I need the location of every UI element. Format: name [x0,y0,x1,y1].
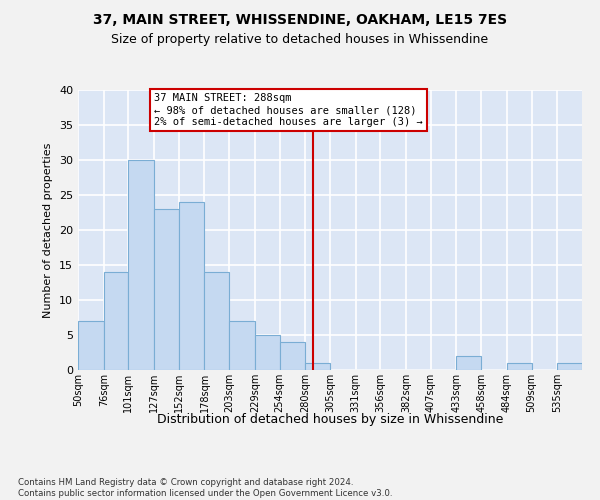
Bar [229,321,255,370]
Bar [557,363,582,370]
Bar [280,342,305,370]
Text: 37, MAIN STREET, WHISSENDINE, OAKHAM, LE15 7ES: 37, MAIN STREET, WHISSENDINE, OAKHAM, LE… [93,12,507,26]
Bar [78,321,104,370]
Text: Distribution of detached houses by size in Whissendine: Distribution of detached houses by size … [157,412,503,426]
Bar [255,335,280,370]
Bar [179,202,205,370]
Bar [507,363,532,370]
Bar [154,209,179,370]
Bar [104,272,128,370]
Y-axis label: Number of detached properties: Number of detached properties [43,142,53,318]
Text: 37 MAIN STREET: 288sqm
← 98% of detached houses are smaller (128)
2% of semi-det: 37 MAIN STREET: 288sqm ← 98% of detached… [154,94,423,126]
Bar [457,356,481,370]
Text: Contains HM Land Registry data © Crown copyright and database right 2024.
Contai: Contains HM Land Registry data © Crown c… [18,478,392,498]
Bar [305,363,330,370]
Bar [205,272,229,370]
Text: Size of property relative to detached houses in Whissendine: Size of property relative to detached ho… [112,32,488,46]
Bar [128,160,154,370]
